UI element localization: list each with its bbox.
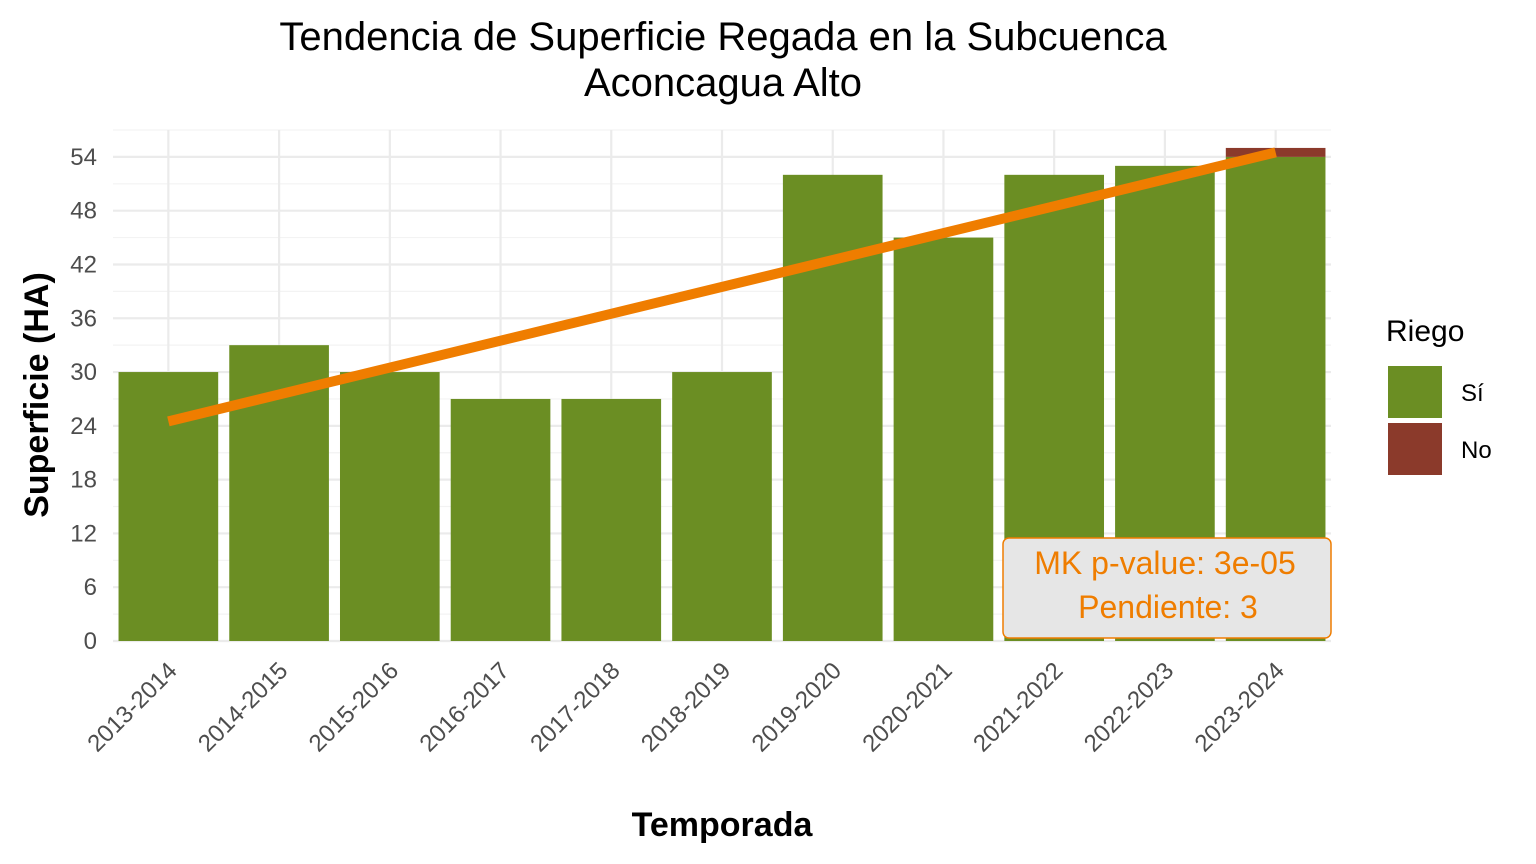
x-tick-label: 2018-2019 — [636, 657, 736, 757]
x-axis: 2013-2014 2014-2015 2015-2016 2016-2017 2017… — [82, 657, 1290, 757]
legend-label-no: No — [1461, 437, 1492, 464]
y-tick-label: 42 — [70, 251, 97, 278]
y-tick-label: 36 — [70, 305, 97, 332]
annotation-slope: Pendiente: 3 — [1078, 589, 1258, 625]
chart-title-line-1: Tendencia de Superficie Regada en la Sub… — [279, 15, 1167, 59]
y-tick-label: 18 — [70, 467, 97, 494]
x-tick-label: 2017-2018 — [525, 657, 625, 757]
trend-layer — [167, 147, 1277, 427]
x-tick-label: 2020-2021 — [857, 657, 957, 757]
y-tick-label: 0 — [84, 628, 97, 655]
x-tick-label: 2019-2020 — [747, 657, 847, 757]
mk-annotation: MK p-value: 3e-05 Pendiente: 3 — [1002, 537, 1332, 639]
x-axis-title: Temporada — [632, 806, 814, 844]
x-tick-label: 2021-2022 — [968, 657, 1068, 757]
annotation-pvalue: MK p-value: 3e-05 — [1034, 545, 1295, 581]
bar-si-2020-2021 — [893, 237, 994, 641]
y-tick-label: 12 — [70, 520, 97, 547]
x-tick-label: 2014-2015 — [193, 657, 293, 757]
y-tick-label: 54 — [70, 144, 97, 171]
legend-key-no — [1388, 423, 1442, 475]
bar-si-2019-2020 — [782, 174, 883, 641]
chart-title-line-2: Aconcagua Alto — [584, 61, 862, 105]
legend-key-si — [1388, 366, 1442, 418]
bar-si-2016-2017 — [450, 398, 551, 641]
y-tick-label: 48 — [70, 198, 97, 225]
y-axis: 0 6 12 18 24 30 36 42 48 54 — [70, 144, 97, 655]
y-axis-title: Superficie (HA) — [18, 272, 56, 518]
y-tick-label: 30 — [70, 359, 97, 386]
y-tick-label: 24 — [70, 413, 97, 440]
legend-title: Riego — [1386, 315, 1464, 348]
x-tick-label: 2013-2014 — [82, 657, 182, 757]
y-tick-label: 6 — [84, 574, 97, 601]
x-tick-label: 2015-2016 — [304, 657, 404, 757]
bar-si-2015-2016 — [339, 372, 440, 641]
bar-si-2017-2018 — [561, 398, 662, 641]
x-tick-label: 2016-2017 — [415, 657, 515, 757]
trend-line — [167, 147, 1277, 427]
x-tick-label: 2023-2024 — [1190, 657, 1290, 757]
legend-label-si: Sí — [1461, 380, 1484, 407]
legend: Riego Sí No — [1386, 315, 1492, 475]
bars — [118, 147, 1326, 642]
x-tick-label: 2022-2023 — [1079, 657, 1179, 757]
bar-si-2018-2019 — [672, 372, 772, 641]
annotation-box — [1002, 537, 1332, 639]
